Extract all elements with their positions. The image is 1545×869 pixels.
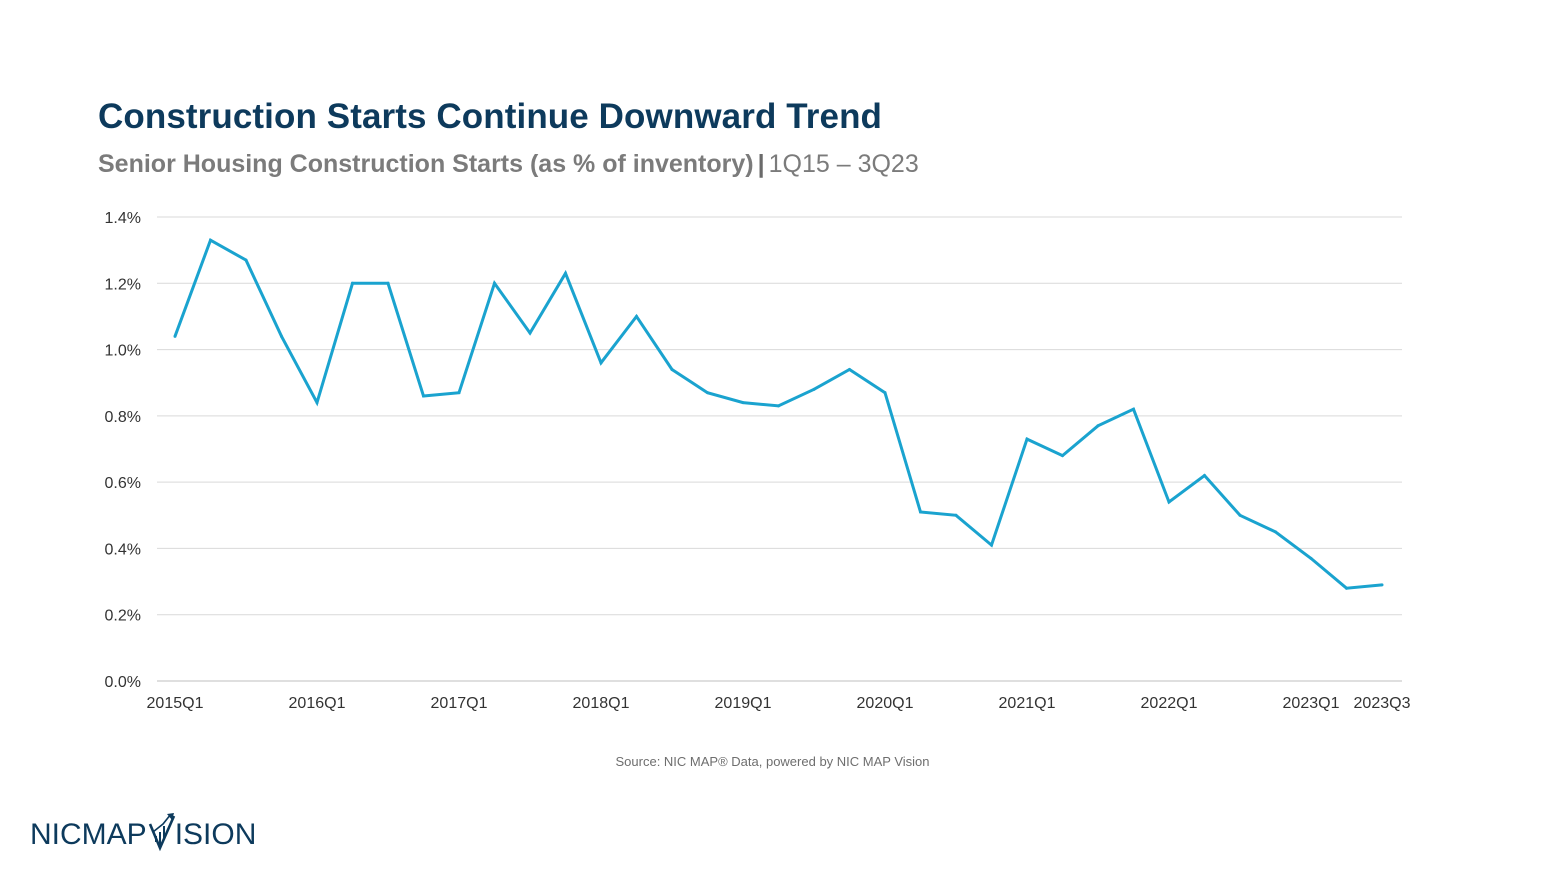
x-tick-label: 2018Q1 [573,695,630,712]
y-tick-label: 1.4% [105,210,141,227]
data-point [351,281,354,285]
data-point [173,334,177,338]
data-point [706,391,709,395]
data-point [1025,437,1029,441]
subtitle-range: 1Q15 – 3Q23 [768,150,919,178]
data-point [670,367,674,371]
data-point [386,281,390,285]
data-point [1061,454,1064,458]
x-tick-label: 2015Q1 [147,695,204,712]
data-point [1380,583,1384,587]
data-point [1238,513,1242,517]
source-note: Source: NIC MAP® Data, powered by NIC MA… [615,754,930,769]
data-point [315,401,319,405]
data-point [812,387,816,391]
data-point [528,331,532,335]
y-tick-label: 1.2% [105,276,141,293]
data-point [280,334,283,338]
data-point [1309,556,1313,560]
data-point [1203,474,1206,478]
data-point [1345,586,1348,590]
data-point [422,394,425,398]
nic-map-vision-logo: NICMAP ISION [30,812,256,852]
logo-v-chart-icon [148,813,175,852]
data-point [493,281,496,285]
data-point [564,271,567,275]
data-point [883,391,887,395]
logo-text-left: NICMAP [30,818,147,851]
chart-subtitle: Senior Housing Construction Starts (as %… [98,150,919,179]
subtitle-separator: | [757,150,765,178]
data-point [599,361,603,365]
data-point [1167,500,1171,504]
x-tick-label: 2022Q1 [1141,695,1198,712]
x-tick-label: 2016Q1 [289,695,346,712]
data-point [777,404,780,408]
data-point [848,367,851,371]
page-title: Construction Starts Continue Downward Tr… [98,97,883,136]
grid-lines [157,216,1402,682]
x-tick-label: 2023Q1 [1283,695,1340,712]
data-point [244,258,248,262]
logo-text-right: ISION [174,818,257,851]
data-point [1096,424,1100,428]
x-tick-label: 2021Q1 [999,695,1056,712]
y-tick-label: 0.2% [105,608,141,625]
x-tick-label: 2023Q3 [1354,695,1411,712]
data-point [954,513,958,517]
data-point [635,314,638,318]
x-axis-tick-labels: 2015Q1 2016Q1 2017Q1 2018Q1 2019Q1 2020Q1 2021… [147,695,1411,712]
data-point [1132,407,1135,411]
data-point [457,391,461,395]
data-point [209,238,212,242]
series-line [173,238,1383,590]
y-tick-label: 1.0% [105,343,141,360]
y-tick-label: 0.6% [105,475,141,492]
data-point [741,401,745,405]
y-tick-label: 0.8% [105,409,141,426]
data-point [1274,530,1277,534]
y-axis-tick-labels: 0.0% 0.2% 0.4% 0.6% 0.8% 1.0% 1.2% 1.4% [105,210,141,691]
data-point [919,510,922,514]
y-tick-label: 0.0% [105,674,141,691]
subtitle-main: Senior Housing Construction Starts (as %… [98,150,754,178]
x-tick-label: 2017Q1 [431,695,488,712]
y-tick-label: 0.4% [105,541,141,558]
series-layer [173,238,1384,590]
x-tick-label: 2019Q1 [715,695,772,712]
x-tick-label: 2020Q1 [857,695,914,712]
data-point [990,543,993,547]
